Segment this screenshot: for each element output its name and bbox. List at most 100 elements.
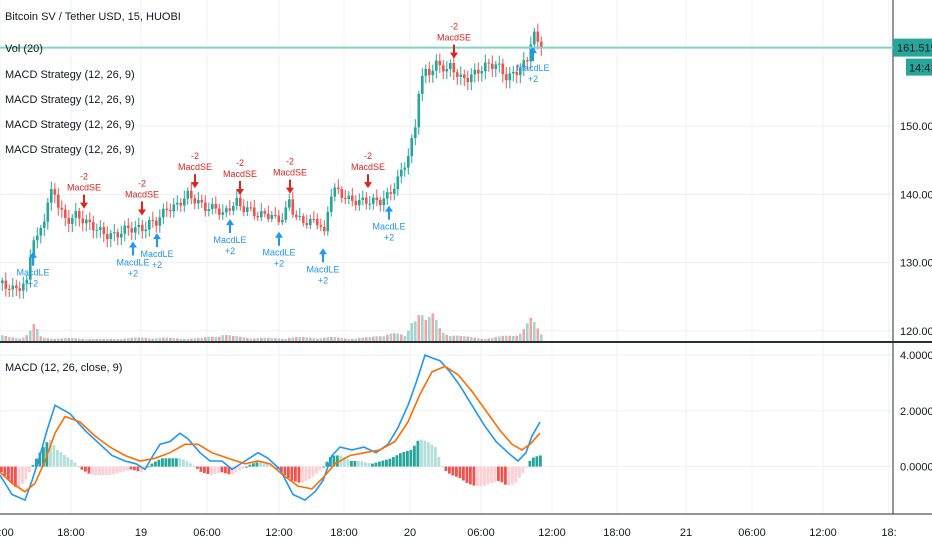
candle-body <box>123 225 127 234</box>
volume-bar <box>179 338 183 341</box>
macd-histogram-bar <box>24 466 28 480</box>
signal-line <box>0 365 541 493</box>
volume-bar <box>92 339 95 341</box>
volume-bar <box>137 337 141 341</box>
strategy-legend-4: MACD Strategy (12, 26, 9) <box>5 144 135 156</box>
macd-histogram-bar <box>108 466 112 475</box>
macd-histogram-bar <box>486 466 490 485</box>
sell-signal-label: MacdSE <box>351 162 385 172</box>
macd-histogram-bar <box>332 455 336 467</box>
candle-body <box>477 69 480 74</box>
macd-histogram-bar <box>402 452 406 467</box>
macd-histogram-bar <box>262 461 266 467</box>
macd-histogram-bar <box>234 466 238 473</box>
candle-body <box>211 203 214 210</box>
macd-histogram-bar <box>367 463 371 467</box>
volume-bar <box>193 338 197 341</box>
volume-bar <box>246 338 249 341</box>
candle-body <box>137 224 141 228</box>
candle-body <box>232 206 235 211</box>
macd-histogram-bar <box>462 466 465 481</box>
candle-body <box>183 198 186 206</box>
volume-bar <box>197 338 200 341</box>
candle-body <box>319 225 323 227</box>
volume-bar <box>50 338 53 341</box>
volume-bar <box>102 338 106 341</box>
volume-bar <box>333 337 337 341</box>
macd-histogram-bar <box>343 457 346 467</box>
candle-body <box>323 226 326 232</box>
strategy-legend-1: MACD Strategy (12, 26, 9) <box>5 69 135 81</box>
candle-body <box>43 221 46 228</box>
candle-body <box>204 202 207 211</box>
volume-bar <box>403 335 407 341</box>
macd-histogram-bar <box>490 466 493 484</box>
volume-bar <box>60 338 64 341</box>
volume-bar <box>277 338 281 341</box>
macd-histogram-bar <box>73 462 77 467</box>
volume-bar <box>169 337 172 341</box>
candle-body <box>494 64 498 69</box>
candle-body <box>375 197 379 201</box>
macd-histogram-bar <box>357 461 360 467</box>
volume-bar <box>508 335 512 341</box>
macd-histogram-bar <box>311 466 315 477</box>
candle-body <box>344 197 347 199</box>
candle-body <box>340 189 344 198</box>
candle-body <box>326 211 330 232</box>
candle-body <box>421 75 424 94</box>
macd-histogram-bar <box>70 459 73 467</box>
candle-body <box>239 197 242 207</box>
candle-body <box>435 60 438 71</box>
candle-body <box>428 69 431 76</box>
candle-body <box>134 227 137 233</box>
volume-bar <box>239 336 242 341</box>
volume-bar <box>214 336 218 341</box>
candle-body <box>519 68 522 75</box>
candle-body <box>60 207 64 210</box>
candle-body <box>113 232 116 234</box>
volume-bar <box>190 338 193 341</box>
volume-bar <box>32 324 36 341</box>
macd-histogram-bar <box>455 466 458 477</box>
volume-bar <box>365 337 368 341</box>
volume-bar <box>81 339 85 341</box>
macd-histogram-bar <box>101 466 105 475</box>
macd-histogram-bar <box>504 466 507 485</box>
macd-histogram-bar <box>168 458 171 467</box>
candle-body <box>491 63 494 69</box>
macd-histogram-bar <box>182 459 185 467</box>
macd-histogram-bar <box>535 456 539 467</box>
candle-body <box>389 192 393 194</box>
macd-histogram-bar <box>255 462 259 467</box>
candle-body <box>330 196 333 212</box>
volume-bar <box>1 335 4 341</box>
volume-bar <box>470 336 473 341</box>
volume-bar <box>256 338 260 341</box>
strategy-legend-3: MACD Strategy (12, 26, 9) <box>5 119 135 131</box>
candle-body <box>274 214 277 216</box>
volume-bar <box>141 337 144 341</box>
macd-histogram-bar <box>105 466 108 475</box>
candle-body <box>354 200 358 206</box>
volume-bar <box>242 337 246 341</box>
buy-signal-label: MacdLE <box>372 222 405 232</box>
candle-body <box>396 176 400 189</box>
buy-signal-label: MacdLE <box>16 268 49 278</box>
macd-histogram-bar <box>374 462 378 467</box>
macd-histogram-bar <box>147 466 150 468</box>
volume-bar <box>288 338 291 341</box>
macd-histogram-bar <box>192 465 196 467</box>
macd-legend: MACD (12, 26, close, 9) <box>5 362 123 374</box>
candle-body <box>536 31 540 42</box>
volume-bar <box>155 338 158 341</box>
candle-body <box>456 72 459 77</box>
volume-bar <box>386 334 389 341</box>
volume-bar <box>221 335 225 341</box>
candle-body <box>46 202 50 222</box>
macd-histogram-bar <box>157 459 161 467</box>
candle-body <box>382 198 386 206</box>
candle-body <box>193 198 197 204</box>
